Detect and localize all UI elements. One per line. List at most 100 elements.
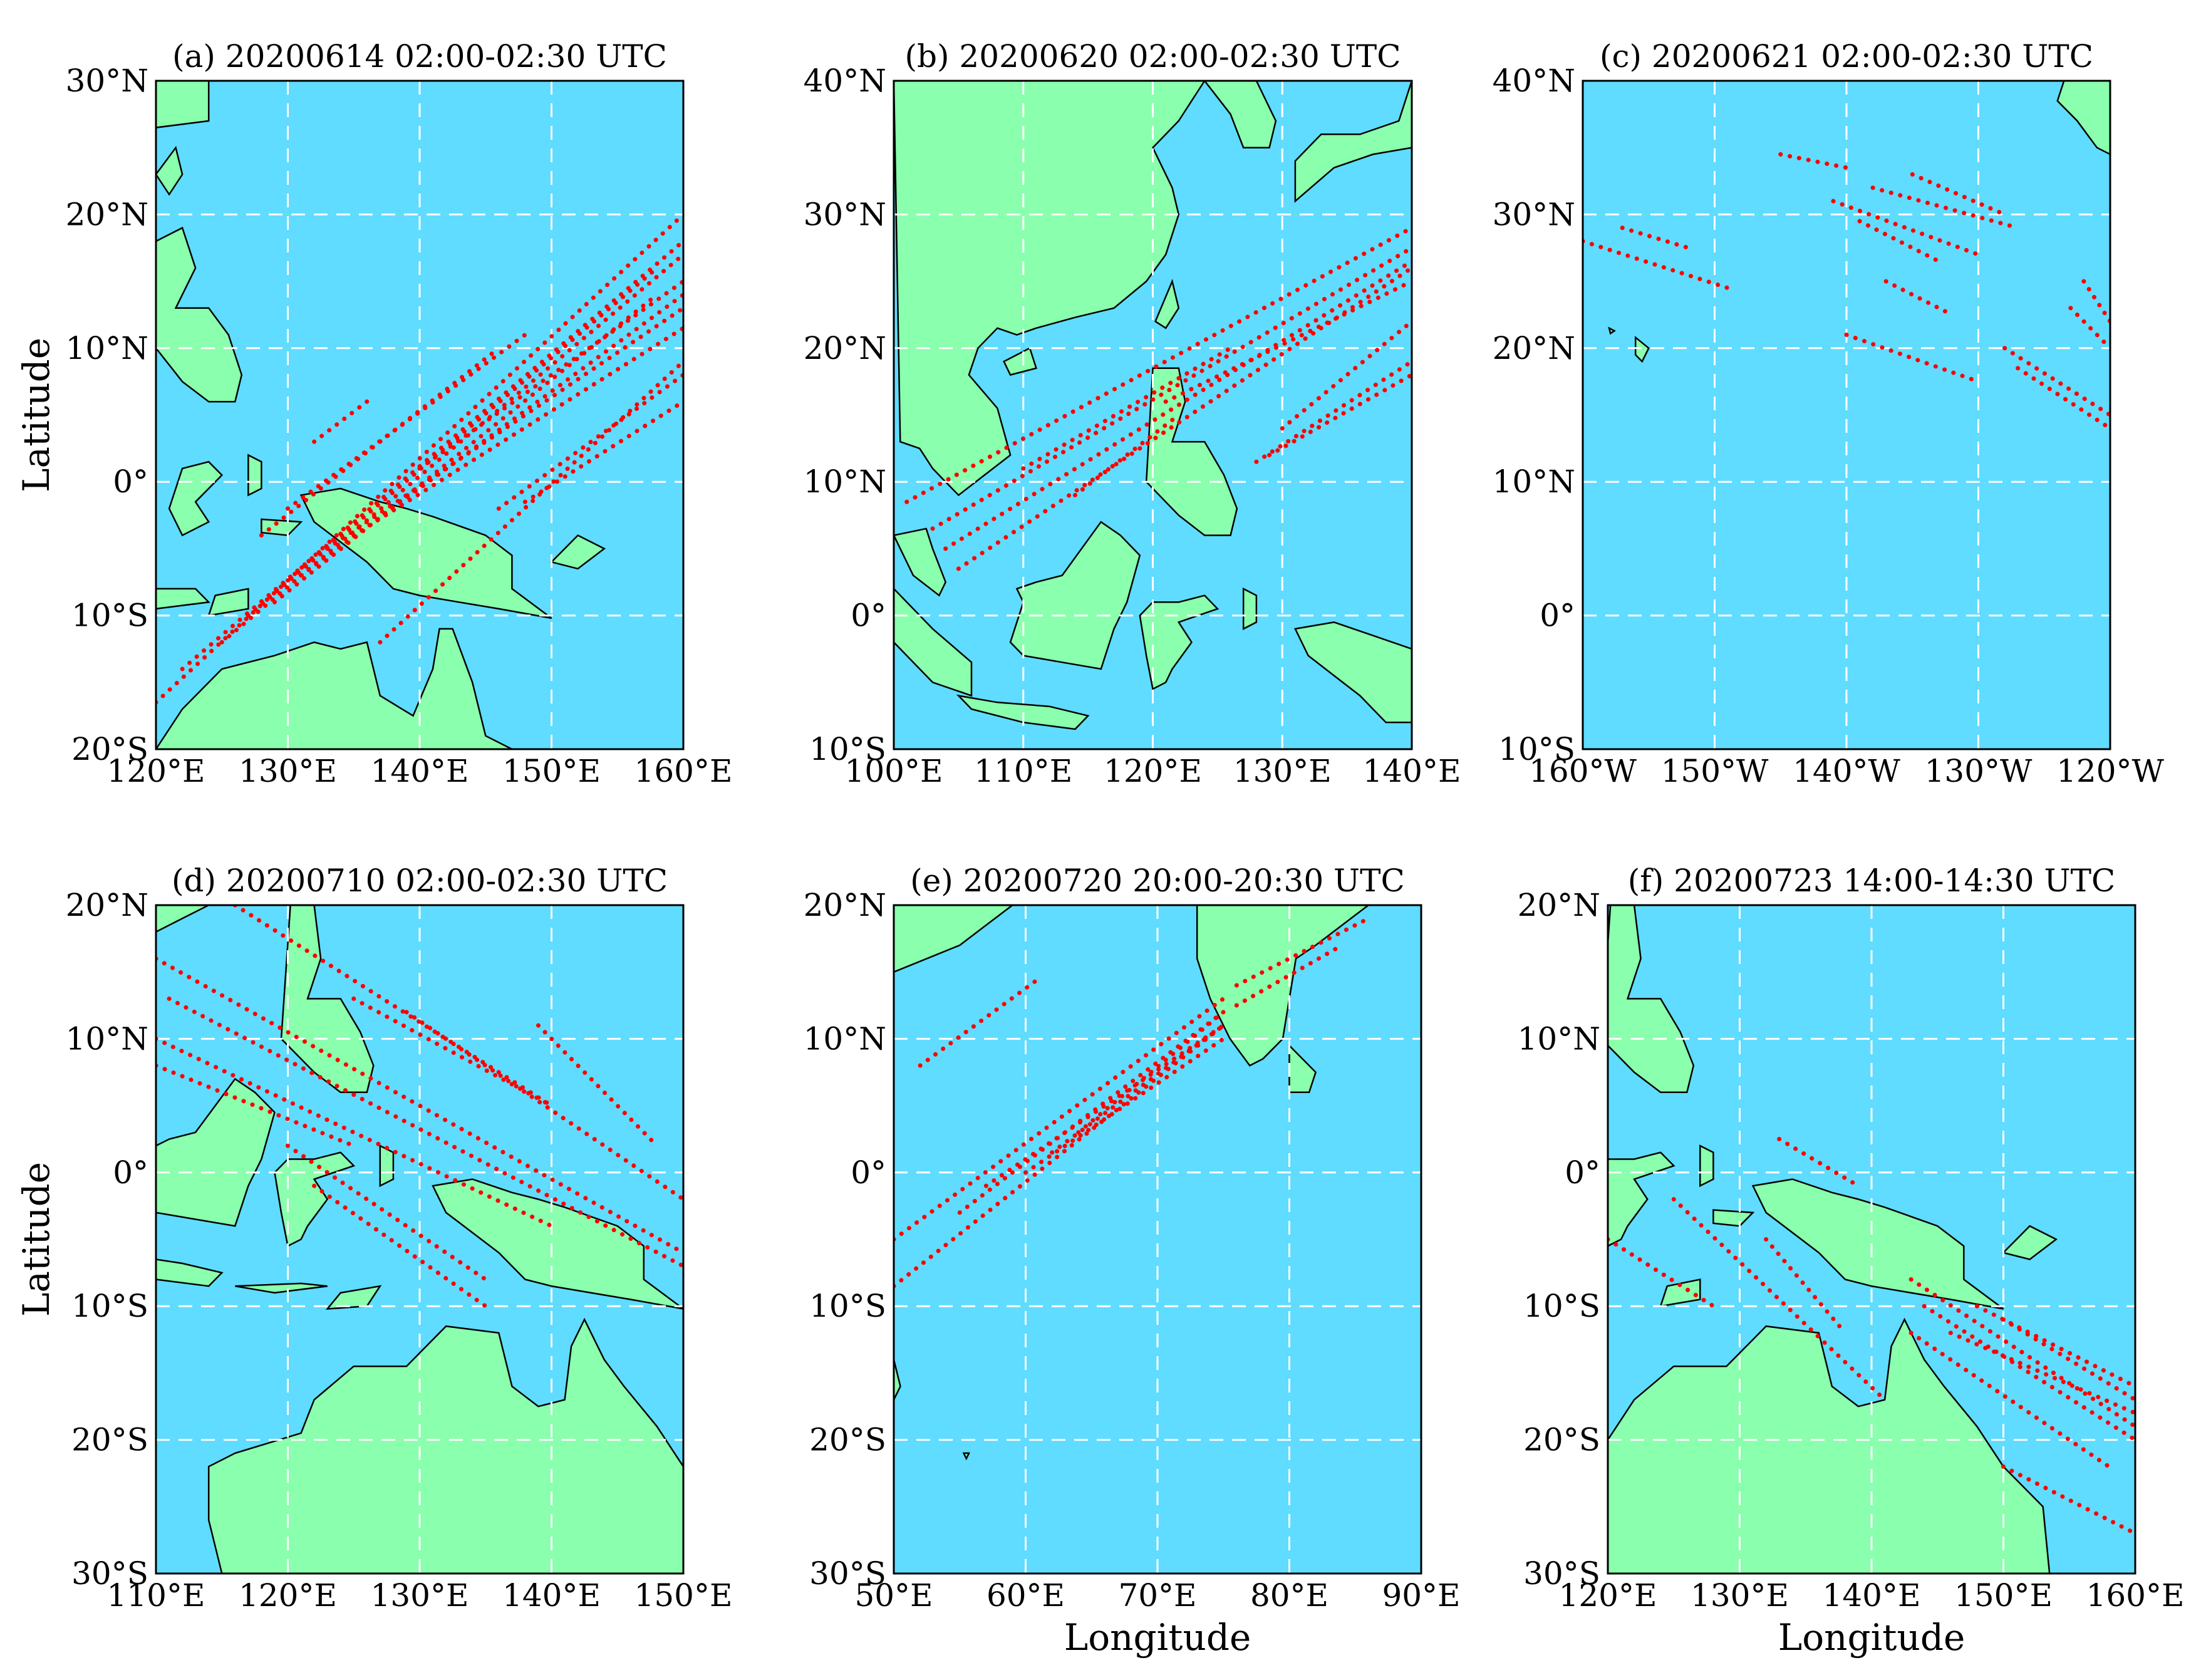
panel-frame: [893, 904, 1422, 1575]
landmass: [2056, 81, 2110, 155]
observation-track: [1908, 1277, 2135, 1429]
landmass: [2002, 1225, 2058, 1260]
observation-track: [378, 359, 683, 645]
observation-track: [522, 399, 683, 504]
x-tick-label: 100°E: [845, 753, 943, 789]
y-tick-label: 20°N: [804, 330, 886, 366]
y-tick-label: 30°S: [1523, 1555, 1600, 1592]
x-tick-label: 80°E: [1250, 1577, 1328, 1614]
observation-track: [1076, 1010, 1226, 1135]
y-tick-label: 30°N: [1493, 196, 1575, 232]
y-tick-label: 10°N: [66, 1020, 148, 1057]
observation-track: [1050, 1023, 1226, 1155]
x-tick-label: 120°E: [1559, 1577, 1657, 1614]
x-tick-label: 60°E: [986, 1577, 1065, 1614]
y-tick-label: 20°N: [804, 887, 886, 923]
y-tick-label: 0°: [851, 598, 886, 634]
observation-track: [1910, 172, 2007, 217]
map-panel-f: (f) 20200723 14:00-14:30 UTC 120°E 130°E 14…: [1518, 863, 2185, 1659]
ocean-area: [894, 905, 1421, 1574]
landmass: [894, 527, 947, 597]
y-tick-label: 10°N: [804, 1020, 886, 1057]
observation-track: [286, 332, 527, 511]
panel-title: (a) 20200614 02:00-02:30 UTC: [172, 38, 667, 75]
observation-track: [417, 279, 683, 471]
landmass: [1608, 326, 1616, 335]
landmass: [156, 145, 184, 196]
observation-track: [404, 1010, 683, 1201]
x-tick-label: 130°E: [371, 1577, 469, 1614]
observation-track: [1922, 1304, 2135, 1443]
x-tick-label: 130°W: [1925, 753, 2033, 789]
landmass: [894, 905, 1014, 973]
x-tick-label: 160°W: [1529, 753, 1637, 789]
landmass: [379, 1144, 395, 1188]
panel-frame: [1582, 80, 2111, 750]
x-axis-label: Longitude: [1778, 1616, 1965, 1659]
x-tick-label: 140°E: [1363, 753, 1461, 789]
landmass: [207, 588, 249, 617]
observation-track: [156, 1036, 554, 1228]
landmass: [1242, 587, 1258, 630]
observation-track: [943, 259, 1412, 551]
x-tick-label: 150°E: [1954, 1577, 2053, 1614]
landmass: [1608, 1151, 1675, 1247]
y-tick-label: 10°S: [1523, 1288, 1600, 1324]
ocean-area: [1583, 81, 2110, 749]
y-tick-label: 20°S: [71, 731, 148, 767]
observation-track: [1280, 319, 1412, 431]
observation-track: [1608, 1237, 1716, 1309]
x-tick-label: 50°E: [854, 1577, 933, 1614]
x-tick-label: 150°E: [502, 753, 601, 789]
y-tick-label: 20°N: [66, 887, 148, 923]
panel-title: (c) 20200621 02:00-02:30 UTC: [1600, 38, 2093, 75]
observation-track: [2068, 306, 2110, 351]
observation-track: [1831, 199, 1981, 257]
map-panel-b: (b) 20200620 02:00-02:30 UTC 100°E 110°E 12…: [804, 38, 1461, 789]
y-tick-label: 30°N: [804, 196, 886, 232]
landmass: [156, 588, 210, 610]
x-axis-label: Longitude: [1064, 1616, 1251, 1659]
observation-track: [1764, 1237, 1848, 1335]
observation-track: [1620, 226, 1691, 251]
map-panel-a: (a) 20200614 02:00-02:30 UTC 120°E 130°E 14…: [15, 38, 732, 789]
map-panel-e: (e) 20200720 20:00-20:30 UTC 50°E 60°E 70°E…: [804, 863, 1461, 1659]
landmass: [156, 1258, 224, 1287]
landmass: [894, 1359, 901, 1401]
landmass: [274, 1151, 356, 1248]
observation-track: [1870, 185, 2021, 231]
landmass: [299, 487, 552, 620]
x-tick-label: 120°E: [239, 1577, 337, 1614]
observation-track: [156, 956, 683, 1255]
landmass: [1294, 81, 1412, 203]
observation-track: [286, 1143, 488, 1282]
landmass: [962, 1452, 971, 1461]
observation-track: [1267, 372, 1412, 458]
observation-track: [351, 996, 554, 1108]
y-tick-label: 20°S: [1523, 1422, 1600, 1458]
x-tick-label: 110°E: [107, 1577, 205, 1614]
x-tick-label: 160°E: [634, 753, 733, 789]
observation-track: [1883, 279, 1954, 317]
observation-track: [1583, 239, 1731, 291]
observation-track: [351, 326, 683, 538]
y-tick-label: 30°S: [809, 1555, 886, 1592]
observation-track: [1234, 916, 1371, 988]
observation-track: [1021, 346, 1233, 471]
observation-track: [2001, 1464, 2135, 1536]
landmass: [550, 534, 606, 570]
observation-track: [325, 306, 683, 551]
panel-frame: [1607, 904, 2136, 1575]
observation-track: [180, 239, 683, 671]
y-axis-label: Latitude: [15, 1162, 58, 1317]
observation-track: [156, 212, 683, 705]
observation-track: [957, 1010, 1226, 1215]
x-tick-label: 150°W: [1661, 753, 1769, 789]
x-tick-label: 110°E: [974, 753, 1072, 789]
y-tick-label: 10°S: [71, 1288, 148, 1324]
landmass: [156, 81, 210, 128]
y-tick-label: 10°S: [809, 731, 886, 767]
landmass: [1154, 279, 1180, 329]
